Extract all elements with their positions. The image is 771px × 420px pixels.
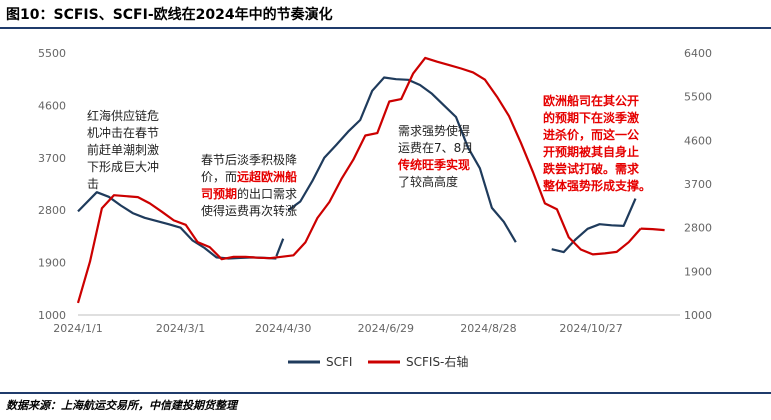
line-chart: 5500 4600 3700 2800 1900 1000 6400 5500 4600 3700… (38, 47, 712, 369)
x-tick: 2024/6/29 (358, 322, 414, 335)
x-tick: 2024/8/28 (460, 322, 516, 335)
x-tick: 2024/4/30 (255, 322, 311, 335)
legend: SCFI SCFIS-右轴 (288, 354, 468, 369)
annotation-line: 跌尝试打破。需求 (543, 161, 640, 176)
right-y-tick: 2800 (684, 222, 712, 235)
figure-title: 图10：SCFIS、SCFI-欧线在2024年中的节奏演化 (6, 7, 333, 23)
legend-label: SCFI (326, 355, 352, 369)
x-tick: 2024/3/1 (156, 322, 205, 335)
annotation-line: 价，而远超欧洲船 (201, 169, 297, 184)
annotation-line: 整体强势形成支撑。 (542, 178, 651, 193)
scfis-line-segment-0 (76, 56, 642, 304)
annotations: 红海供应链危机冲击在春节前赶单潮刺激下形成巨大冲击春节后淡季积极降价，而远超欧洲… (87, 93, 651, 218)
annotation-line: 需求强势使得 (398, 123, 470, 138)
title-rule (0, 27, 771, 29)
annotation-line: 前赶单潮刺激 (87, 142, 159, 157)
annotation-4: 欧洲船司在其公开的预期下在淡季激进杀价，而这一公开预期被其自身止跌尝试打破。需求… (542, 93, 651, 193)
annotation-line: 下形成巨大冲 (87, 159, 159, 174)
scfis-line-segment-1 (640, 227, 665, 232)
scfi-line-segment-1 (275, 238, 285, 257)
annotation-highlight: 远超欧洲船 (237, 169, 297, 184)
scfi-line-segment-2 (287, 76, 517, 243)
right-y-tick: 5500 (684, 91, 712, 104)
annotation-highlight: 传统旺季实现 (397, 157, 470, 172)
title-bar: 图10：SCFIS、SCFI-欧线在2024年中的节奏演化 (0, 0, 771, 26)
left-y-tick: 3700 (38, 152, 66, 165)
axes: 5500 4600 3700 2800 1900 1000 6400 5500 4600 3700… (38, 47, 712, 335)
left-y-tick: 1000 (38, 309, 66, 322)
right-y-tick: 4600 (684, 134, 712, 147)
annotation-text: 运费在7、8月 (398, 141, 473, 155)
x-tick: 2024/10/27 (559, 322, 622, 335)
annotation-line: 春节后淡季积极降 (201, 153, 297, 167)
scfi-line-segment-3 (551, 198, 637, 254)
legend-label: SCFIS-右轴 (406, 354, 468, 369)
right-y-tick: 1000 (684, 309, 712, 322)
annotation-line: 进杀价，而这一公 (543, 127, 639, 142)
annotation-line: 使得运费再次转涨 (201, 203, 297, 218)
right-y-tick: 3700 (684, 178, 712, 191)
x-tick: 2024/1/1 (53, 322, 102, 335)
annotation-text: 了较高高度 (398, 174, 458, 189)
annotation-line: 运费在7、8月 (398, 141, 473, 155)
series-lines (76, 56, 665, 304)
annotation-line: 了较高高度 (398, 174, 458, 189)
annotation-line: 司预期的出口需求 (201, 186, 297, 201)
annotation-line: 击 (87, 177, 99, 191)
annotation-text: 的出口需求 (237, 186, 297, 201)
footer-rule (0, 392, 771, 394)
annotation-highlight: 司预期 (201, 186, 237, 201)
annotation-text: 需求强势使得 (398, 123, 470, 138)
left-y-tick: 4600 (38, 99, 66, 112)
annotation-text: 价，而 (201, 170, 237, 184)
left-y-tick: 1900 (38, 257, 66, 270)
annotation-text: 春节后淡季积极降 (201, 153, 297, 167)
right-y-tick: 6400 (684, 47, 712, 60)
annotation-text: 使得运费再次转涨 (201, 203, 297, 218)
annotation-line: 欧洲船司在其公开 (543, 93, 639, 108)
right-y-tick: 1900 (684, 265, 712, 278)
left-y-tick: 2800 (38, 204, 66, 217)
annotation-line: 传统旺季实现 (397, 157, 470, 172)
annotation-line: 的预期下在淡季激 (543, 110, 639, 125)
annotation-line: 开预期被其自身止 (543, 144, 639, 159)
annotation-line: 机冲击在春节 (87, 125, 159, 140)
annotation-line: 红海供应链危 (87, 108, 159, 123)
left-y-tick: 5500 (38, 47, 66, 60)
source-note: 数据来源：上海航运交易所，中信建投期货整理 (6, 399, 237, 412)
